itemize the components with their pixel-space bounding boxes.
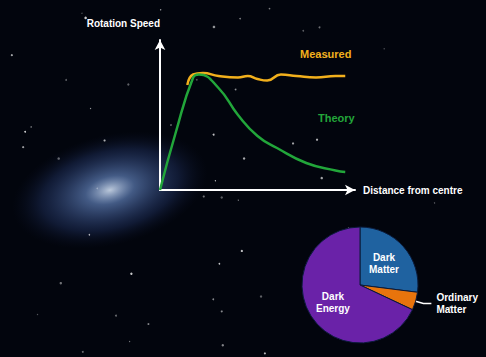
svg-text:Energy: Energy xyxy=(316,303,350,314)
svg-text:Theory: Theory xyxy=(318,112,356,124)
svg-text:Rotation Speed: Rotation Speed xyxy=(87,18,160,29)
svg-text:Measured: Measured xyxy=(300,48,351,60)
svg-text:Matter: Matter xyxy=(369,264,399,275)
svg-text:Dark: Dark xyxy=(373,252,396,263)
svg-text:Ordinary: Ordinary xyxy=(436,292,478,303)
svg-text:Distance from centre: Distance from centre xyxy=(363,185,463,196)
svg-text:Matter: Matter xyxy=(436,304,466,315)
svg-text:Dark: Dark xyxy=(322,291,345,302)
